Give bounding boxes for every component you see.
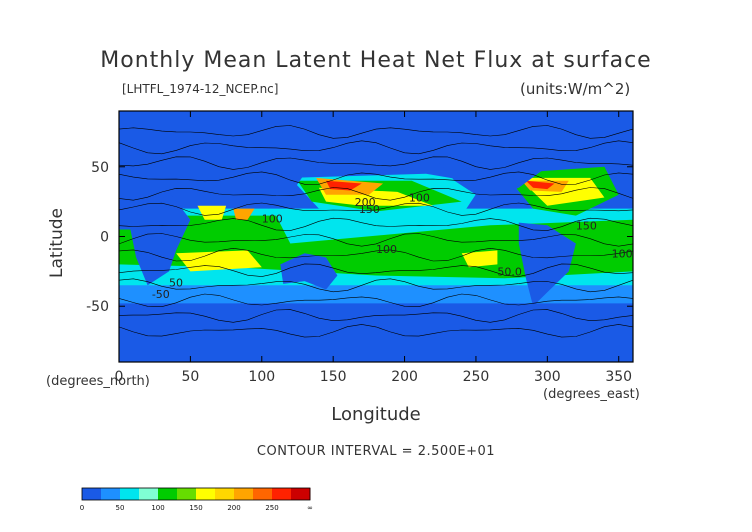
contour-line bbox=[118, 125, 634, 139]
x-axis-ticks: 0 50 100 150 200 250 300 350 bbox=[115, 111, 632, 385]
map-title: Monthly Mean Latent Heat Net Flux at sur… bbox=[100, 48, 652, 73]
colorbar-tick-label: 100 bbox=[151, 504, 164, 512]
colorbar-tick-label: 50 bbox=[116, 504, 125, 512]
x-axis-unit: (degrees_east) bbox=[543, 387, 640, 402]
contour-label: 50.0 bbox=[497, 266, 521, 279]
contour-line bbox=[118, 293, 634, 308]
bay-of-bengal-orange bbox=[233, 208, 255, 220]
x-tick-label: 0 bbox=[115, 369, 124, 385]
contour-label: 100 bbox=[612, 247, 633, 260]
colorbar-swatch bbox=[272, 488, 292, 500]
colorbar-swatch bbox=[253, 488, 273, 500]
contour-line bbox=[118, 324, 634, 338]
kuroshio-red bbox=[326, 180, 362, 191]
contour-label: 150 bbox=[359, 203, 380, 216]
y-tick-label: 0 bbox=[100, 230, 109, 246]
x-tick-label: 250 bbox=[463, 369, 490, 385]
contour-line bbox=[118, 156, 634, 170]
x-tick-label: 100 bbox=[248, 369, 275, 385]
contour-line bbox=[118, 247, 634, 262]
contour-line bbox=[118, 140, 634, 155]
x-tick-label: 200 bbox=[391, 369, 418, 385]
contour-line bbox=[118, 233, 634, 247]
contour-interval-label: CONTOUR INTERVAL = 2.500E+01 bbox=[256, 444, 496, 459]
colorbar-tick-label: 150 bbox=[189, 504, 202, 512]
contour-line bbox=[118, 171, 634, 185]
contour-line bbox=[118, 278, 634, 293]
contour-label: 100 bbox=[262, 213, 283, 226]
contour-line bbox=[118, 202, 634, 216]
indian-ocean-yellow bbox=[176, 250, 262, 272]
south-pacific-green bbox=[368, 253, 455, 272]
colorbar-swatch bbox=[101, 488, 121, 500]
east-pacific-yellow bbox=[461, 250, 498, 268]
x-tick-label: 150 bbox=[320, 369, 347, 385]
x-tick-label: 350 bbox=[605, 369, 632, 385]
contour-label: 150 bbox=[576, 220, 597, 233]
x-tick-label: 50 bbox=[181, 369, 199, 385]
contour-label: 200 bbox=[355, 196, 376, 209]
y-tick-label: -50 bbox=[86, 299, 109, 315]
y-axis-label: Latitude bbox=[46, 208, 67, 278]
land-mass-3 bbox=[518, 222, 576, 307]
land-mass-1 bbox=[119, 187, 191, 286]
colorbar-swatch bbox=[139, 488, 159, 500]
contour-lines bbox=[118, 125, 634, 338]
colorbar-swatch bbox=[215, 488, 235, 500]
contour-line bbox=[118, 309, 634, 323]
colorbar-swatch bbox=[291, 488, 311, 500]
land-mass-5 bbox=[119, 334, 633, 362]
arabian-sea-yellow bbox=[197, 205, 227, 220]
contour-label: 100 bbox=[409, 192, 430, 205]
y-axis-unit: (degrees_north) bbox=[46, 374, 150, 389]
colorbar-swatch bbox=[120, 488, 140, 500]
land-mass-4 bbox=[280, 253, 338, 290]
colorbar: 0 50 100 150 200 250 ∞ bbox=[80, 487, 313, 512]
x-axis-label: Longitude bbox=[331, 404, 421, 425]
contour-line bbox=[118, 187, 634, 201]
land-mass-0 bbox=[119, 131, 376, 209]
y-axis-ticks: 50 0 -50 bbox=[86, 160, 633, 315]
colorbar-frame bbox=[81, 487, 311, 501]
contour-line bbox=[118, 263, 634, 277]
colorbar-swatch bbox=[177, 488, 197, 500]
gulf-stream-red bbox=[525, 180, 555, 190]
units-label: (units:W/m^2) bbox=[520, 80, 631, 98]
colorbar-tick-label: 200 bbox=[227, 504, 240, 512]
colorbar-swatch bbox=[82, 488, 102, 500]
file-name-label: [LHTFL_1974-12_NCEP.nc] bbox=[122, 82, 279, 96]
colorbar-tick-label: ∞ bbox=[307, 504, 313, 512]
colorbar-swatch bbox=[158, 488, 178, 500]
colorbar-swatch bbox=[196, 488, 216, 500]
contour-label: -50 bbox=[152, 288, 170, 301]
contour-label: 50 bbox=[169, 277, 183, 290]
contour-label: 100 bbox=[376, 243, 397, 256]
contour-line bbox=[118, 217, 634, 231]
x-tick-label: 300 bbox=[534, 369, 561, 385]
colorbar-tick-label: 250 bbox=[265, 504, 278, 512]
flux-regions bbox=[119, 122, 633, 362]
colorbar-tick-label: 0 bbox=[80, 504, 84, 512]
colorbar-swatch bbox=[234, 488, 254, 500]
y-tick-label: 50 bbox=[91, 160, 109, 176]
